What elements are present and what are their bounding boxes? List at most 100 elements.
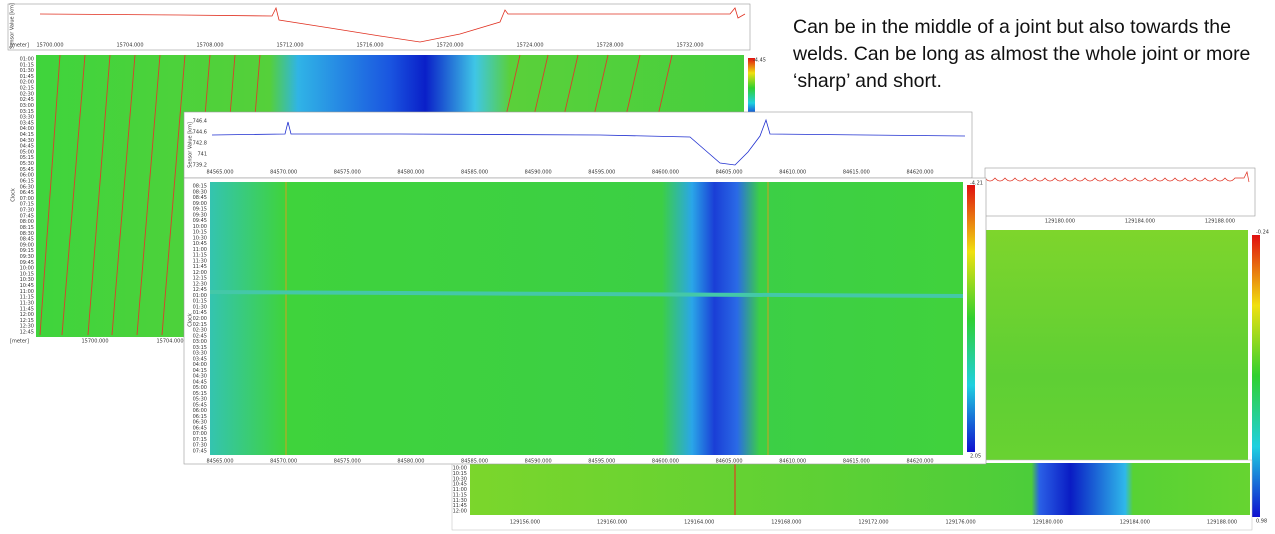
y-tick-label: 12:45 xyxy=(193,287,207,293)
y-tick-label: 10:30 xyxy=(193,235,207,241)
x-unit: [meter] xyxy=(10,339,29,345)
y-tick-label: 02:45 xyxy=(20,97,34,103)
weld-streaks xyxy=(209,182,964,455)
y-tick-label: 11:00 xyxy=(193,247,207,253)
x-tick-label: 84585.000 xyxy=(461,459,488,465)
x-tick-label: 129184.000 xyxy=(1125,219,1155,225)
y-tick-label: 10:00 xyxy=(193,224,207,230)
y-tick-label: 08:15 xyxy=(193,184,207,190)
y-tick-label: 02:15 xyxy=(20,86,34,92)
x-tick-label: 84570.000 xyxy=(270,170,297,176)
x-tick-label: 15700.000 xyxy=(36,43,63,49)
y-tick-label: 05:15 xyxy=(193,391,207,397)
y-axis-label: Sensor Value [km] xyxy=(188,122,194,168)
x-tick-label: 84565.000 xyxy=(206,459,233,465)
x-tick-label: 84600.000 xyxy=(652,170,679,176)
x-tick-label: 84620.000 xyxy=(906,459,933,465)
x-tick-label: 84595.000 xyxy=(588,170,615,176)
y-tick-label: 11:15 xyxy=(20,295,34,301)
y-tick-label: 03:00 xyxy=(20,103,34,109)
panel-2: Sensor Value [km] -4.21 2.05 Clock 746.4… xyxy=(183,111,987,465)
y-tick-label: 06:45 xyxy=(193,425,207,431)
x-tick-label: 84580.000 xyxy=(397,459,424,465)
y-tick-label: 07:00 xyxy=(20,196,34,202)
x-tick-label: 129184.000 xyxy=(1120,520,1150,526)
y-tick-label: 01:30 xyxy=(20,68,34,74)
x-tick-label: 84620.000 xyxy=(906,170,933,176)
heatmap-strip xyxy=(470,463,1250,515)
y-tick-label: 01:15 xyxy=(193,299,207,305)
x-tick-label: 15704.000 xyxy=(116,43,143,49)
y-tick-label: 05:30 xyxy=(20,161,34,167)
y-tick-label: 04:00 xyxy=(193,362,207,368)
profile-line xyxy=(211,118,966,166)
y-tick-label: 08:15 xyxy=(20,225,34,231)
y-tick-label: 10:45 xyxy=(20,283,34,289)
y-tick-label: 07:30 xyxy=(193,443,207,449)
y-tick-label: 09:15 xyxy=(20,248,34,254)
x-tick-label: 84575.000 xyxy=(334,459,361,465)
profile-frame xyxy=(183,111,973,179)
y-tick-label: 09:00 xyxy=(193,201,207,207)
colorbar-max: -0.24 xyxy=(1256,230,1269,236)
y-tick-label: 09:45 xyxy=(193,218,207,224)
y-tick-label: 12:15 xyxy=(193,276,207,282)
x-unit: [meter] xyxy=(10,43,29,49)
y-tick-label: 02:00 xyxy=(193,316,207,322)
x-tick-label: 84610.000 xyxy=(779,459,806,465)
x-tick-label: 129180.000 xyxy=(1033,520,1063,526)
x-tick-label: 84615.000 xyxy=(843,170,870,176)
y-tick-label: 04:15 xyxy=(193,368,207,374)
y-tick-label: 739.2 xyxy=(193,163,207,169)
colorbar-max: -4.21 xyxy=(970,181,983,187)
colorbar-min: 2.05 xyxy=(970,454,981,460)
x-tick-label: 84595.000 xyxy=(588,459,615,465)
y-tick-label: 08:30 xyxy=(20,231,34,237)
heatmap xyxy=(210,182,963,455)
y-tick-label: 04:00 xyxy=(20,126,34,132)
x-tick-label: 129156.000 xyxy=(510,520,540,526)
y-tick-label: 03:45 xyxy=(193,356,207,362)
y-tick-label: 06:30 xyxy=(193,420,207,426)
y-tick-label: 05:00 xyxy=(20,149,34,155)
y-tick-label: 09:00 xyxy=(20,242,34,248)
y-tick-label: 11:45 xyxy=(20,306,34,312)
y-tick-label: 02:30 xyxy=(193,328,207,334)
panel-3: -0.24 0.98 129180.000 129184.000 129188.00… xyxy=(451,167,1270,531)
y-tick-label: 10:15 xyxy=(20,271,34,277)
y-tick-label: 741 xyxy=(197,152,207,158)
y-tick-label: 03:00 xyxy=(193,339,207,345)
y-tick-label: 11:15 xyxy=(453,492,467,498)
y-tick-label: 03:30 xyxy=(193,351,207,357)
x-tick-label: 15716.000 xyxy=(356,43,383,49)
profile-frame xyxy=(7,3,751,51)
y-tick-label: 05:15 xyxy=(20,155,34,161)
y-tick-label: 07:45 xyxy=(193,449,207,455)
y-tick-label: 04:30 xyxy=(193,374,207,380)
x-tick-label: 84600.000 xyxy=(652,459,679,465)
y-tick-label: 04:15 xyxy=(20,132,34,138)
y-tick-label: 03:15 xyxy=(20,109,34,115)
x-tick-label: 129180.000 xyxy=(1045,219,1075,225)
y-tick-label: 03:15 xyxy=(193,345,207,351)
colorbar xyxy=(748,58,755,118)
annotation: Can be in the middle of a joint but also… xyxy=(793,16,1251,92)
y-tick-label: 08:45 xyxy=(20,237,34,243)
y-axis-label: Clock xyxy=(11,188,17,202)
y-tick-label: 10:15 xyxy=(193,230,207,236)
y-tick-label: 06:00 xyxy=(20,173,34,179)
y-axis-label: Sensor Value [km] xyxy=(10,3,16,49)
y-tick-label: 11:30 xyxy=(453,498,467,504)
x-tick-label: 129188.000 xyxy=(1205,219,1235,225)
x-tick-label: 15700.000 xyxy=(81,339,108,345)
y-tick-label: 12:15 xyxy=(20,318,34,324)
profile-line xyxy=(39,6,746,43)
x-tick-label: 129188.000 xyxy=(1207,520,1237,526)
x-tick-label: 15708.000 xyxy=(196,43,223,49)
profile-frame xyxy=(984,167,1256,217)
x-tick-label: 84590.000 xyxy=(525,459,552,465)
x-tick-label: 84605.000 xyxy=(716,170,743,176)
colorbar-max: -4.45 xyxy=(753,58,766,64)
x-tick-label: 84575.000 xyxy=(334,170,361,176)
